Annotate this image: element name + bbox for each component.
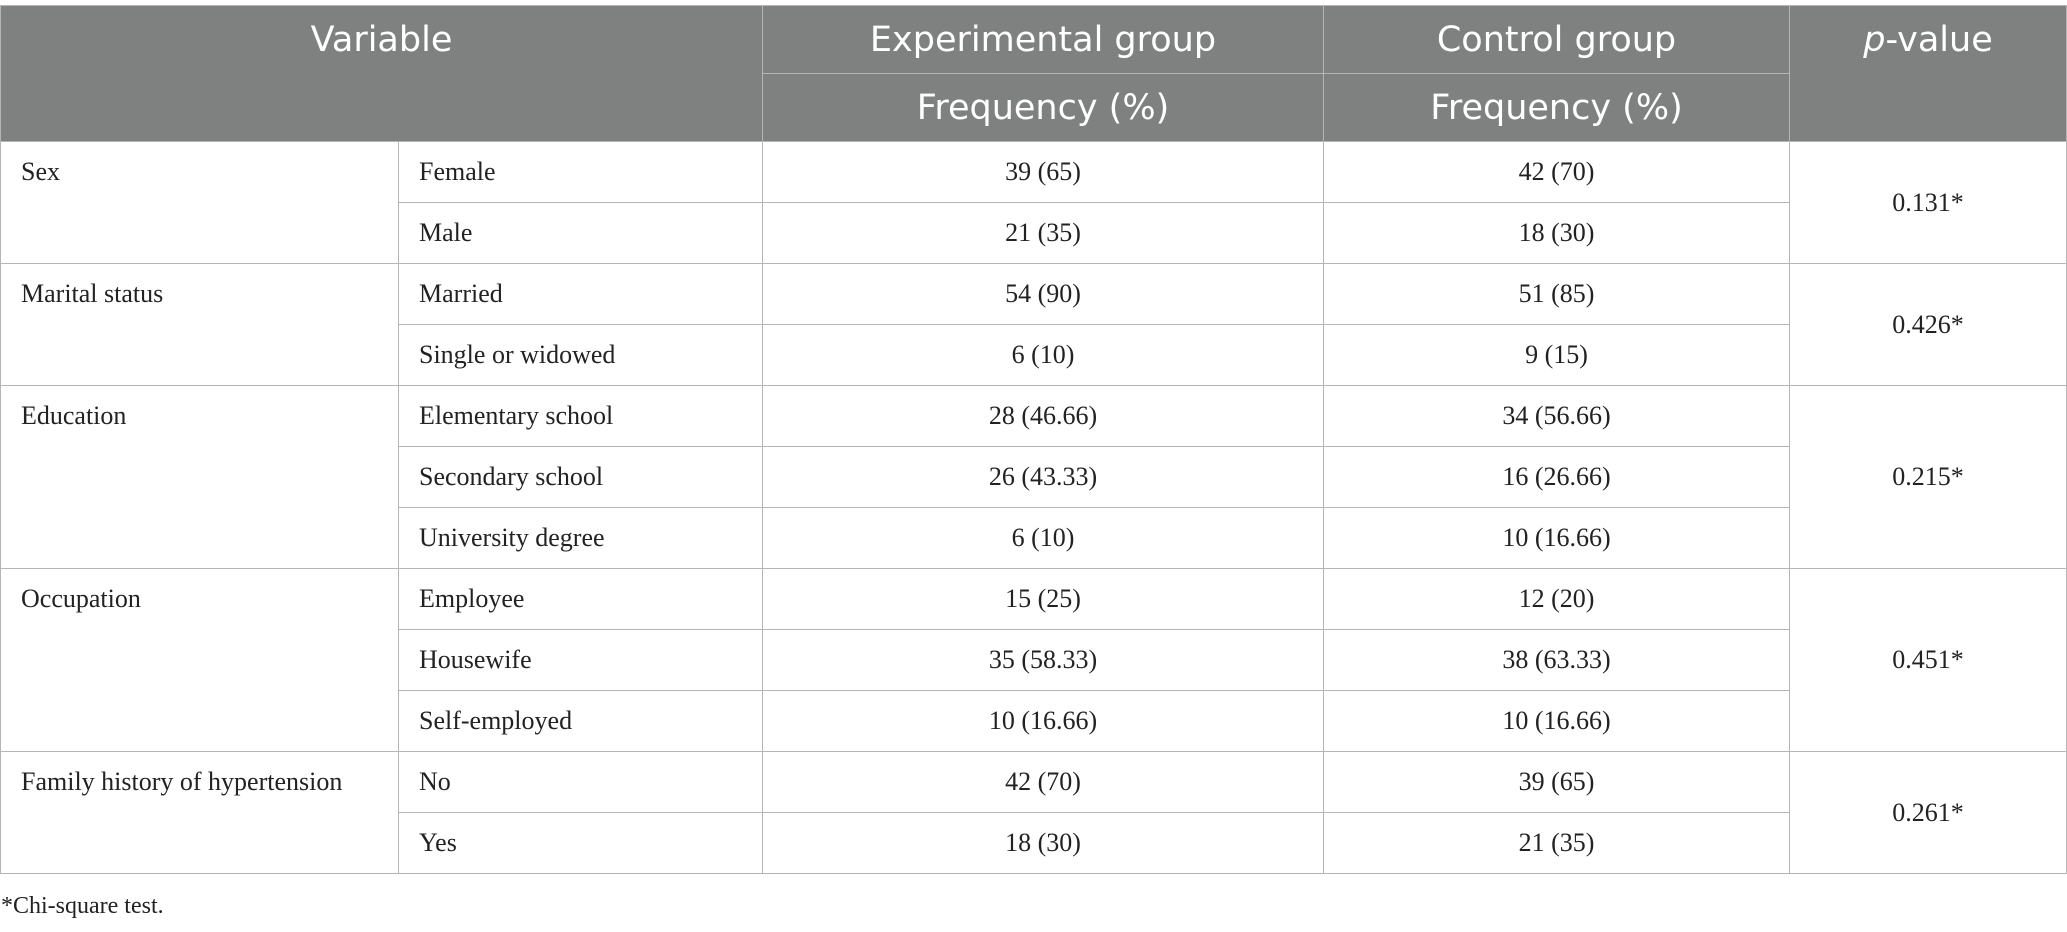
category-cell: Yes: [398, 812, 763, 874]
table-row: Education Elementary school 28 (46.66) 34 (…: [0, 385, 2067, 569]
table-row: Self-employed 10 (16.66) 10 (16.66): [1, 690, 2067, 752]
p-value-letter: p: [1863, 20, 1886, 60]
experimental-frequency-cell: 10 (16.66): [762, 690, 1324, 752]
table-row: Yes 18 (30) 21 (35): [1, 812, 2067, 874]
table-header: Variable Experimental group Control grou…: [0, 5, 2067, 142]
header-row-2: Frequency (%) Frequency (%): [1, 73, 2067, 142]
p-value-cell: 0.261*: [1789, 751, 2067, 874]
experimental-frequency-cell: 28 (46.66): [762, 385, 1324, 447]
control-group-header: Control group: [1323, 5, 1790, 74]
experimental-frequency-cell: 54 (90): [762, 263, 1324, 325]
control-frequency-cell: 10 (16.66): [1323, 690, 1790, 752]
category-cell: Single or widowed: [398, 324, 763, 386]
table-row: Family history of hypertension No 42 (70) 3…: [0, 751, 2067, 874]
experimental-frequency-header: Frequency (%): [762, 73, 1324, 142]
p-value-cell: 0.215*: [1789, 385, 2067, 569]
variable-cell: Family history of hypertension: [0, 751, 399, 874]
category-cell: No: [398, 751, 763, 813]
control-frequency-cell: 21 (35): [1323, 812, 1790, 874]
experimental-frequency-cell: 21 (35): [762, 202, 1324, 264]
experimental-frequency-cell: 6 (10): [762, 324, 1324, 386]
experimental-frequency-cell: 35 (58.33): [762, 629, 1324, 691]
variable-cell: Education: [0, 385, 399, 569]
variable-cell: Sex: [0, 141, 399, 264]
category-cell: Housewife: [398, 629, 763, 691]
control-frequency-header: Frequency (%): [1323, 73, 1790, 142]
table-row: Sex Female 39 (65) 42 (70) 0.131*: [0, 141, 2067, 264]
control-frequency-cell: 34 (56.66): [1323, 385, 1790, 447]
variable-header: Variable: [0, 5, 763, 142]
experimental-frequency-cell: 42 (70): [762, 751, 1324, 813]
variable-cell: Marital status: [0, 263, 399, 386]
category-cell: Employee: [398, 568, 763, 630]
table-row: Marital status Married 54 (90) 51 (85) 0.426…: [0, 263, 2067, 386]
demographics-table: Variable Experimental group Control grou…: [0, 5, 2067, 874]
p-value-cell: 0.131*: [1789, 141, 2067, 264]
control-frequency-cell: 51 (85): [1323, 263, 1790, 325]
control-frequency-cell: 42 (70): [1323, 141, 1790, 203]
control-frequency-cell: 9 (15): [1323, 324, 1790, 386]
p-value-suffix: -value: [1885, 20, 1993, 60]
category-cell: Male: [398, 202, 763, 264]
table-row: Occupation Employee 15 (25) 12 (20) 0.451*: [0, 568, 2067, 752]
control-frequency-cell: 10 (16.66): [1323, 507, 1790, 569]
experimental-group-header: Experimental group: [762, 5, 1324, 74]
table-body: Sex Female 39 (65) 42 (70) 0.131* Male 21 (35)…: [0, 141, 2067, 874]
p-value-cell: 0.451*: [1789, 568, 2067, 752]
category-cell: Self-employed: [398, 690, 763, 752]
experimental-frequency-cell: 18 (30): [762, 812, 1324, 874]
control-frequency-cell: 16 (26.66): [1323, 446, 1790, 508]
table-row: Single or widowed 6 (10) 9 (15): [1, 324, 2067, 386]
category-cell: Secondary school: [398, 446, 763, 508]
control-frequency-cell: 12 (20): [1323, 568, 1790, 630]
category-cell: Married: [398, 263, 763, 325]
header-row-1: Variable Experimental group Control grou…: [0, 5, 2067, 142]
category-cell: University degree: [398, 507, 763, 569]
p-value-header: p-value: [1789, 5, 2067, 142]
control-frequency-cell: 38 (63.33): [1323, 629, 1790, 691]
experimental-frequency-cell: 26 (43.33): [762, 446, 1324, 508]
p-value-cell: 0.426*: [1789, 263, 2067, 386]
table-footnote: *Chi-square test.: [1, 893, 164, 919]
experimental-frequency-cell: 15 (25): [762, 568, 1324, 630]
experimental-frequency-cell: 39 (65): [762, 141, 1324, 203]
experimental-frequency-cell: 6 (10): [762, 507, 1324, 569]
variable-cell: Occupation: [0, 568, 399, 752]
table-row: Housewife 35 (58.33) 38 (63.33): [1, 629, 2067, 691]
control-frequency-cell: 39 (65): [1323, 751, 1790, 813]
category-cell: Elementary school: [398, 385, 763, 447]
category-cell: Female: [398, 141, 763, 203]
control-frequency-cell: 18 (30): [1323, 202, 1790, 264]
table-row: Secondary school 26 (43.33) 16 (26.66): [1, 446, 2067, 508]
